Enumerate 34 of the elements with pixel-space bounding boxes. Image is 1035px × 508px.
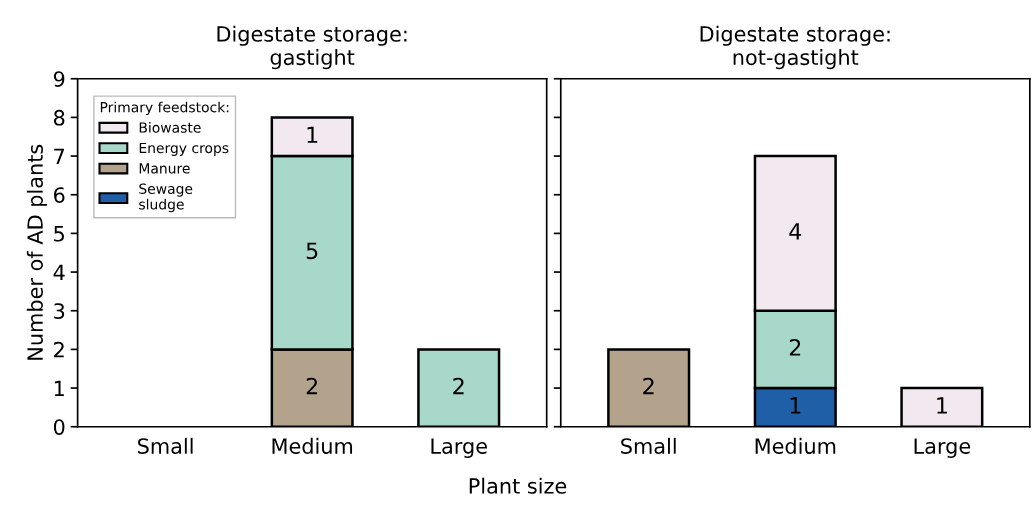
y-tick-label: 4 [53,264,65,280]
y-tick-label: 7 [54,148,65,164]
y-tick-label: 8 [53,109,65,126]
data-label: 2 [453,377,464,395]
data-label: 1 [307,126,318,143]
x-tick-label: Medium [755,437,836,454]
legend-label: Manure [139,163,190,174]
x-tick-label: Small [621,437,676,454]
y-tick-label: 5 [54,226,64,242]
x-tick-label: Small [138,437,193,454]
data-label: 2 [789,339,801,356]
chart-title: Digestate storage: not-gastight [700,25,890,70]
legend-label: Sewage sludge [139,183,193,213]
y-tick-label: 1 [54,380,64,396]
y-tick-label: 0 [53,419,65,435]
legend-title: Primary feedstock: [100,101,229,116]
x-axis-title: Plant size [469,477,567,494]
x-tick-label: Medium [272,437,353,454]
y-axis-title: Number of AD plants [26,144,48,360]
x-tick-label: Large [431,438,487,458]
data-label: 5 [306,242,318,260]
data-label: 1 [790,397,801,414]
data-label: 1 [937,397,947,414]
y-tick-label: 3 [54,303,65,319]
data-label: 2 [643,377,654,395]
legend-label: Biowaste [139,122,201,133]
data-label: 4 [789,223,802,240]
x-tick-label: Large [914,438,971,458]
chart-title: Digestate storage: gastight [217,25,407,70]
y-tick-label: 2 [54,341,64,358]
y-tick-label: 9 [53,71,65,87]
legend-label: Energy crops [139,142,229,156]
y-tick-label: 6 [54,187,65,203]
data-label: 2 [306,377,317,395]
